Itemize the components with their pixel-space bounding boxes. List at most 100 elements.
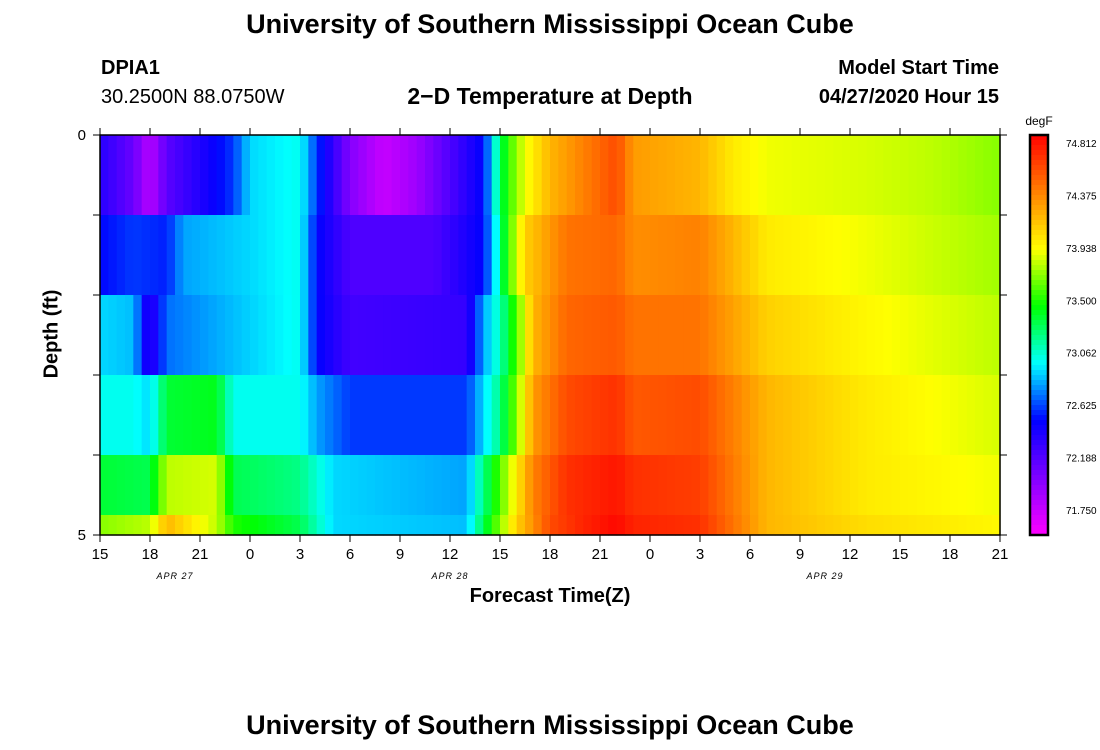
heatmap-cell <box>358 295 368 376</box>
heatmap-cell <box>883 295 893 376</box>
heatmap-cell <box>966 135 976 216</box>
heatmap-cell <box>391 215 401 296</box>
heatmap-cell <box>341 455 351 516</box>
heatmap-cell <box>958 295 968 376</box>
heatmap-cell <box>358 515 368 536</box>
heatmap-cell <box>566 375 576 456</box>
heatmap-cell <box>508 295 518 376</box>
heatmap-cell <box>900 215 909 296</box>
heatmap-cell <box>308 135 318 216</box>
heatmap-cell <box>725 375 734 456</box>
heatmap-cell <box>866 135 876 216</box>
heatmap-cell <box>316 375 326 456</box>
heatmap-cell <box>166 215 176 296</box>
heatmap-cell <box>316 215 326 296</box>
heatmap-cell <box>525 455 534 516</box>
heatmap-cell <box>833 295 843 376</box>
heatmap-cell <box>333 515 343 536</box>
colorbar-segment <box>1030 375 1048 381</box>
heatmap-cell <box>825 135 834 216</box>
colorbar-segment <box>1030 165 1048 171</box>
heatmap-cell <box>333 455 343 516</box>
heatmap-cell <box>383 215 393 296</box>
heatmap-cell <box>683 515 693 536</box>
heatmap-cell <box>158 515 168 536</box>
heatmap-cell <box>425 135 434 216</box>
colorbar-segment <box>1030 155 1048 161</box>
heatmap-cell <box>908 515 918 536</box>
heatmap-cell <box>316 295 326 376</box>
colorbar-segment <box>1030 235 1048 241</box>
heatmap-cell <box>408 375 418 456</box>
heatmap-cell <box>175 375 184 456</box>
heatmap-cell <box>158 455 168 516</box>
heatmap-cell <box>658 455 668 516</box>
x-tick-label: 6 <box>746 546 754 563</box>
heatmap-cell <box>250 295 259 376</box>
colorbar-segment <box>1030 440 1048 446</box>
heatmap-cell <box>675 515 684 536</box>
heatmap-cell <box>558 515 568 536</box>
heatmap-cell <box>100 215 109 296</box>
heatmap-cell <box>875 215 884 296</box>
heatmap-cell <box>683 375 693 456</box>
heatmap-cell <box>850 215 859 296</box>
heatmap-cell <box>883 515 893 536</box>
heatmap-cell <box>366 455 376 516</box>
heatmap-cell <box>158 375 168 456</box>
heatmap-cell <box>425 375 434 456</box>
colorbar-tick-label: 71.750 <box>1066 506 1097 517</box>
heatmap-cell <box>450 455 459 516</box>
heatmap-cell <box>658 375 668 456</box>
heatmap-cell <box>375 215 384 296</box>
heatmap-cell <box>733 295 743 376</box>
heatmap-cell <box>783 375 793 456</box>
heatmap-cell <box>458 515 468 536</box>
heatmap-cell <box>758 215 768 296</box>
heatmap-cell <box>350 135 359 216</box>
heatmap-cell <box>533 215 543 296</box>
heatmap-cell <box>225 135 234 216</box>
colorbar-segment <box>1030 335 1048 341</box>
heatmap-cell <box>241 135 251 216</box>
heatmap-cell <box>316 515 326 536</box>
heatmap-cell <box>691 295 701 376</box>
heatmap-cell <box>925 135 934 216</box>
colorbar-tick-label: 72.625 <box>1066 401 1097 412</box>
heatmap-cell <box>191 375 201 456</box>
colorbar-unit: degF <box>1025 114 1052 128</box>
heatmap-cell <box>408 135 418 216</box>
colorbar-segment <box>1030 220 1048 226</box>
heatmap-cell <box>858 375 868 456</box>
heatmap-cell <box>816 515 826 536</box>
colorbar-segment <box>1030 450 1048 456</box>
heatmap-cell <box>266 215 276 296</box>
x-tick-label: 18 <box>942 546 959 563</box>
heatmap-cell <box>733 455 743 516</box>
heatmap-cell <box>333 215 343 296</box>
heatmap-cell <box>941 135 951 216</box>
heatmap-cell <box>250 215 259 296</box>
heatmap-cell <box>375 455 384 516</box>
heatmap-cell <box>550 515 559 536</box>
heatmap-cell <box>641 295 651 376</box>
heatmap-cell <box>141 135 151 216</box>
heatmap-cell <box>241 515 251 536</box>
heatmap-cell <box>500 455 509 516</box>
heatmap-cell <box>750 215 759 296</box>
heatmap-cell <box>700 455 709 516</box>
heatmap-cell <box>325 215 334 296</box>
heatmap-cell <box>750 455 759 516</box>
heatmap-cell <box>825 455 834 516</box>
y-axis: 05 <box>78 127 1007 544</box>
heatmap-cell <box>400 295 409 376</box>
heatmap-cell <box>333 375 343 456</box>
heatmap-cell <box>483 375 493 456</box>
heatmap-cell <box>475 375 484 456</box>
colorbar-tick-label: 74.375 <box>1066 191 1097 202</box>
heatmap-cell <box>100 135 109 216</box>
heatmap-cell <box>300 515 309 536</box>
heatmap-cell <box>775 135 784 216</box>
heatmap-cell <box>875 295 884 376</box>
colorbar-segment <box>1030 475 1048 481</box>
